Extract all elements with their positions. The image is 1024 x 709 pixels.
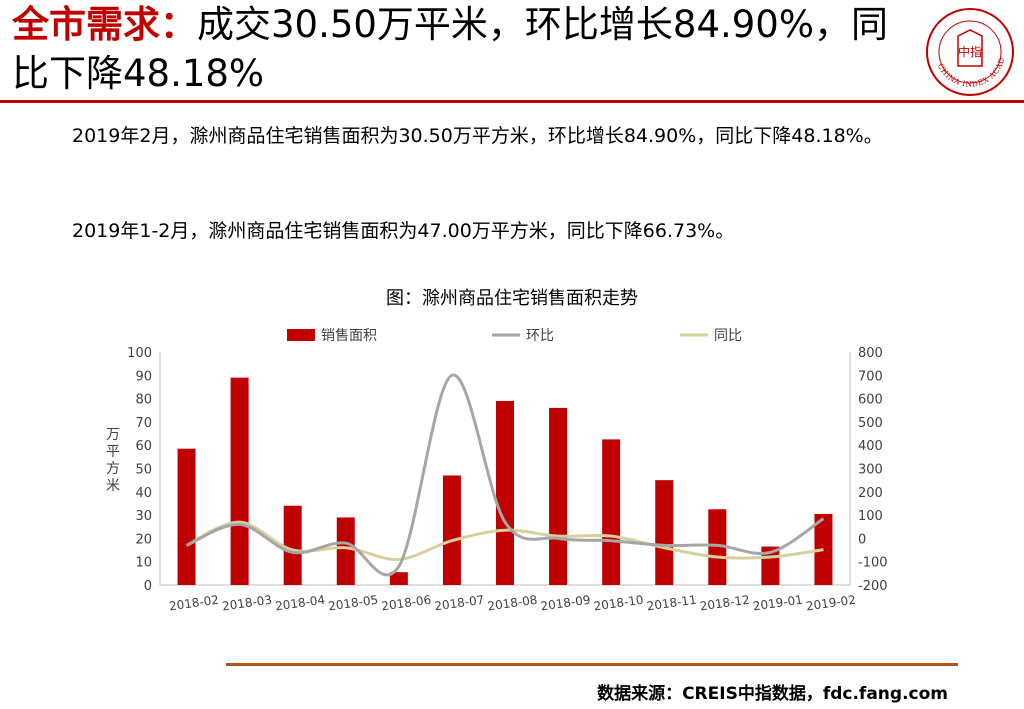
y-tick-label: 40 xyxy=(135,486,152,501)
title-highlight: 全市需求： xyxy=(12,3,197,46)
bar-sales-area xyxy=(177,448,196,585)
bar-sales-area xyxy=(442,475,461,585)
y2-tick-label: 100 xyxy=(858,509,883,524)
title-text: 成交30.50万平米，环比增长84.90%，同比下降48.18% xyxy=(12,3,889,95)
paragraph-monthly: 2019年2月，滁州商品住宅销售面积为30.50万平方米，环比增长84.90%，… xyxy=(72,125,883,147)
y-axis-label-char: 万 xyxy=(106,427,120,443)
y-tick-label: 100 xyxy=(127,346,152,361)
y2-tick-label: 400 xyxy=(858,439,883,454)
y-tick-label: 10 xyxy=(135,556,152,571)
header-rule xyxy=(0,100,1024,103)
bar-sales-area xyxy=(814,513,833,585)
x-tick-label: 2018-08 xyxy=(487,593,539,614)
legend-mom-label: 环比 xyxy=(526,328,554,344)
x-tick-label: 2019-02 xyxy=(805,593,857,614)
legend-sales-area-label: 销售面积 xyxy=(321,328,377,344)
line-yoy xyxy=(185,520,824,561)
y-tick-label: 30 xyxy=(135,509,152,524)
y-axis-label-char: 平 xyxy=(106,444,120,460)
bar-sales-area xyxy=(655,480,674,585)
x-tick-label: 2018-03 xyxy=(221,593,273,614)
y2-tick-label: 0 xyxy=(858,532,866,547)
page-title: 全市需求：成交30.50万平米，环比增长84.90%，同比下降48.18% xyxy=(12,0,912,98)
legend-yoy-label: 同比 xyxy=(714,328,742,344)
y2-tick-label: 700 xyxy=(858,369,883,384)
y2-tick-label: 600 xyxy=(858,393,883,408)
line-mom xyxy=(185,373,825,577)
y-axis-label-char: 方 xyxy=(106,461,120,477)
x-tick-label: 2018-11 xyxy=(646,593,698,614)
x-tick-label: 2019-01 xyxy=(752,593,804,614)
y-tick-label: 20 xyxy=(135,532,152,547)
sales-area-chart: 0 10 20 30 40 50 60 70 80 90 100 -200 -100 0 100 200 300… xyxy=(106,328,888,614)
y-tick-label: 60 xyxy=(135,439,152,454)
x-tick-label: 2018-12 xyxy=(699,593,751,614)
chart-title: 图：滁州商品住宅销售面积走势 xyxy=(386,288,638,309)
x-tick-label: 2018-07 xyxy=(434,593,486,614)
y2-tick-label: 800 xyxy=(858,346,883,361)
x-tick-label: 2018-05 xyxy=(327,593,379,614)
bar-sales-area xyxy=(336,517,355,585)
bar-sales-area xyxy=(283,505,302,585)
x-tick-label: 2018-06 xyxy=(380,593,432,614)
x-tick-label: 2018-10 xyxy=(593,593,645,614)
y-tick-label: 0 xyxy=(144,579,152,594)
y2-tick-label: 300 xyxy=(858,463,883,478)
y2-tick-label: 500 xyxy=(858,416,883,431)
x-tick-label: 2018-04 xyxy=(274,593,326,614)
bar-sales-area xyxy=(389,572,408,585)
y2-tick-label: 200 xyxy=(858,486,883,501)
y-tick-label: 70 xyxy=(135,416,152,431)
china-index-academy-logo: CHINA INDEX ACADEMY 中指 xyxy=(924,6,1014,96)
y-tick-label: 50 xyxy=(135,463,152,478)
y-axis-label-char: 米 xyxy=(106,478,120,494)
bar-sales-area xyxy=(496,400,514,585)
y-tick-label: 90 xyxy=(135,369,152,384)
legend-sales-area-swatch xyxy=(287,329,315,341)
logo-center-text: 中指 xyxy=(958,44,982,59)
paragraph-cumulative: 2019年1-2月，滁州商品住宅销售面积为47.00万平方米，同比下降66.73… xyxy=(72,220,735,242)
footer-rule xyxy=(226,663,958,666)
bar-sales-area xyxy=(549,407,568,585)
x-tick-label: 2018-02 xyxy=(168,593,220,614)
bar-sales-area xyxy=(708,509,727,585)
y-tick-label: 80 xyxy=(135,393,152,408)
x-tick-label: 2018-09 xyxy=(540,593,592,614)
bar-sales-area xyxy=(230,377,249,585)
y2-tick-label: -100 xyxy=(858,556,888,571)
data-source: 数据来源：CREIS中指数据，fdc.fang.com xyxy=(597,684,948,704)
y2-tick-label: -200 xyxy=(858,579,888,594)
bar-sales-area xyxy=(602,439,621,585)
